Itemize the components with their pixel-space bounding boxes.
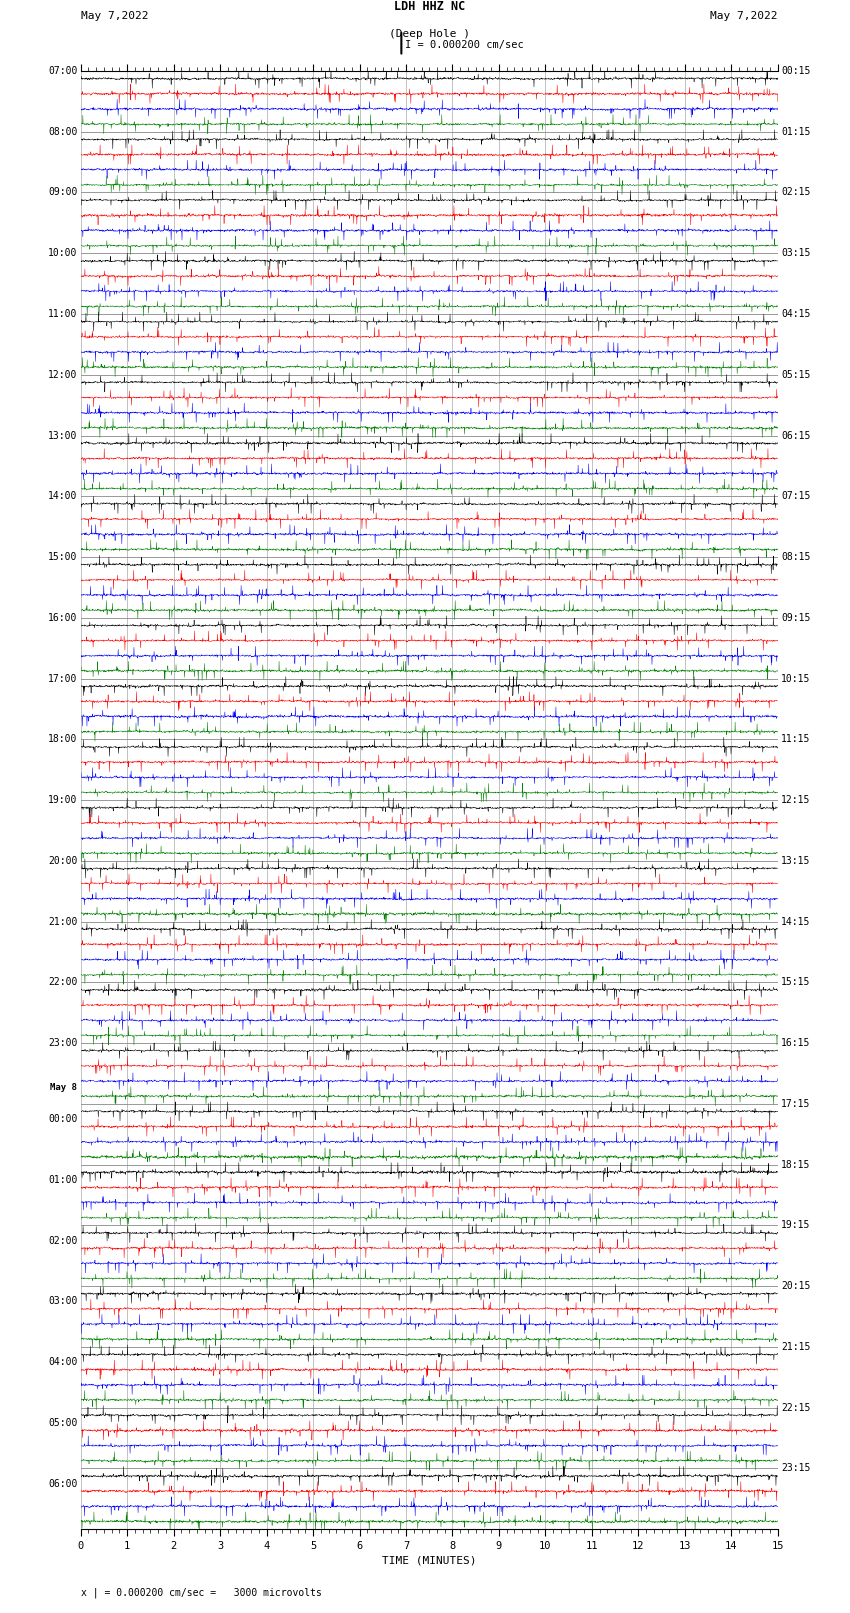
- Text: x | = 0.000200 cm/sec =   3000 microvolts: x | = 0.000200 cm/sec = 3000 microvolts: [81, 1587, 321, 1598]
- Text: 21:00: 21:00: [48, 916, 77, 926]
- Text: 15:00: 15:00: [48, 552, 77, 561]
- Text: 19:00: 19:00: [48, 795, 77, 805]
- Text: 11:15: 11:15: [781, 734, 811, 744]
- Text: 14:00: 14:00: [48, 492, 77, 502]
- Text: 01:15: 01:15: [781, 127, 811, 137]
- Text: LDH HHZ NC: LDH HHZ NC: [394, 0, 465, 13]
- Text: 08:00: 08:00: [48, 127, 77, 137]
- Text: 21:15: 21:15: [781, 1342, 811, 1352]
- Text: 22:00: 22:00: [48, 977, 77, 987]
- Text: 20:00: 20:00: [48, 857, 77, 866]
- Text: 02:00: 02:00: [48, 1236, 77, 1245]
- Text: 09:00: 09:00: [48, 187, 77, 197]
- Text: 04:15: 04:15: [781, 310, 811, 319]
- Text: 17:15: 17:15: [781, 1098, 811, 1108]
- Text: 05:00: 05:00: [48, 1418, 77, 1428]
- Text: (Deep Hole ): (Deep Hole ): [388, 29, 470, 39]
- Text: 13:00: 13:00: [48, 431, 77, 440]
- Text: 12:00: 12:00: [48, 369, 77, 379]
- Text: 06:00: 06:00: [48, 1479, 77, 1489]
- Text: May 7,2022: May 7,2022: [81, 11, 148, 21]
- Text: 10:15: 10:15: [781, 674, 811, 684]
- Text: 19:15: 19:15: [781, 1221, 811, 1231]
- Text: 00:15: 00:15: [781, 66, 811, 76]
- Text: 20:15: 20:15: [781, 1281, 811, 1290]
- Text: 07:15: 07:15: [781, 492, 811, 502]
- Text: May 7,2022: May 7,2022: [711, 11, 778, 21]
- Text: 23:00: 23:00: [48, 1039, 77, 1048]
- Text: 16:00: 16:00: [48, 613, 77, 623]
- X-axis label: TIME (MINUTES): TIME (MINUTES): [382, 1555, 477, 1565]
- Text: 05:15: 05:15: [781, 369, 811, 379]
- Text: 22:15: 22:15: [781, 1403, 811, 1413]
- Text: 09:15: 09:15: [781, 613, 811, 623]
- Text: 03:15: 03:15: [781, 248, 811, 258]
- Text: 13:15: 13:15: [781, 857, 811, 866]
- Text: 10:00: 10:00: [48, 248, 77, 258]
- Text: 23:15: 23:15: [781, 1463, 811, 1473]
- Text: May 8: May 8: [50, 1084, 77, 1092]
- Text: 14:15: 14:15: [781, 916, 811, 926]
- Text: 00:00: 00:00: [48, 1115, 77, 1124]
- Text: 06:15: 06:15: [781, 431, 811, 440]
- Text: 07:00: 07:00: [48, 66, 77, 76]
- Text: 01:00: 01:00: [48, 1174, 77, 1186]
- Text: 16:15: 16:15: [781, 1039, 811, 1048]
- Text: I = 0.000200 cm/sec: I = 0.000200 cm/sec: [405, 40, 524, 50]
- Text: 08:15: 08:15: [781, 552, 811, 561]
- Text: 12:15: 12:15: [781, 795, 811, 805]
- Text: 15:15: 15:15: [781, 977, 811, 987]
- Text: 18:15: 18:15: [781, 1160, 811, 1169]
- Text: 17:00: 17:00: [48, 674, 77, 684]
- Text: 02:15: 02:15: [781, 187, 811, 197]
- Text: 04:00: 04:00: [48, 1357, 77, 1368]
- Text: 18:00: 18:00: [48, 734, 77, 744]
- Text: 03:00: 03:00: [48, 1297, 77, 1307]
- Text: 11:00: 11:00: [48, 310, 77, 319]
